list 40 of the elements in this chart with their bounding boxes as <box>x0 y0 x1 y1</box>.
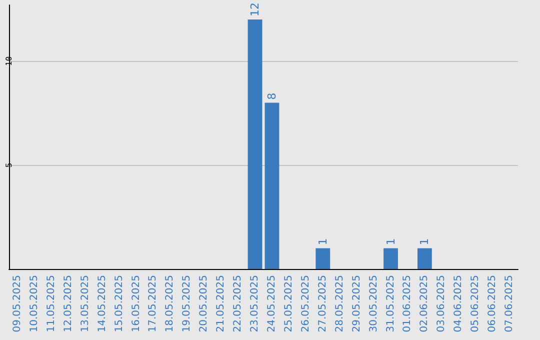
x-tick-label: 28.05.2025 <box>334 275 346 332</box>
x-tick-label: 26.05.2025 <box>300 275 312 332</box>
data-label: 12 <box>248 2 262 17</box>
data-label: 1 <box>418 238 432 246</box>
x-tick-label: 10.05.2025 <box>28 275 40 332</box>
x-tick-label: 23.05.2025 <box>250 275 261 332</box>
x-tick-label: 03.06.2025 <box>436 275 448 332</box>
x-tick-label: 19.05.2025 <box>182 275 193 332</box>
x-tick-label: 15.05.2025 <box>114 275 125 332</box>
bar <box>264 102 280 269</box>
x-tick-label: 09.05.2025 <box>12 275 23 332</box>
x-tick-label: 22.05.2025 <box>232 275 244 332</box>
x-tick-label: 18.05.2025 <box>164 275 176 332</box>
x-tick-label: 25.05.2025 <box>283 275 294 332</box>
bar <box>384 248 398 269</box>
x-tick-label: 13.05.2025 <box>80 275 91 332</box>
x-tick-label: 29.05.2025 <box>351 275 362 332</box>
x-tick-label: 30.05.2025 <box>368 275 380 332</box>
x-tick-label: 07.06.2025 <box>504 275 516 332</box>
x-tick-label: 31.05.2025 <box>385 275 396 332</box>
x-tick-label: 16.05.2025 <box>130 275 142 332</box>
data-label: 1 <box>316 238 330 246</box>
x-tick-label: 12.05.2025 <box>62 275 74 332</box>
x-tick-label: 05.06.2025 <box>470 275 482 332</box>
data-label: 8 <box>265 92 278 100</box>
x-tick-label: 04.06.2025 <box>453 275 464 332</box>
x-tick-label: 21.05.2025 <box>216 275 227 332</box>
x-tick-label: 06.06.2025 <box>487 275 498 332</box>
x-tick-label: 27.05.2025 <box>317 275 328 332</box>
x-tick-label: 17.05.2025 <box>148 275 159 332</box>
bar <box>316 248 330 269</box>
x-tick-label: 24.05.2025 <box>266 275 278 332</box>
x-tick-label: 11.05.2025 <box>46 275 57 332</box>
x-tick-label: 14.05.2025 <box>96 275 108 332</box>
bar <box>248 20 262 269</box>
data-label: 1 <box>384 238 398 246</box>
x-tick-label: 02.06.2025 <box>419 275 430 332</box>
x-tick-label: 01.06.2025 <box>402 275 414 332</box>
x-tick-label: 20.05.2025 <box>198 275 210 332</box>
bar <box>417 248 432 269</box>
